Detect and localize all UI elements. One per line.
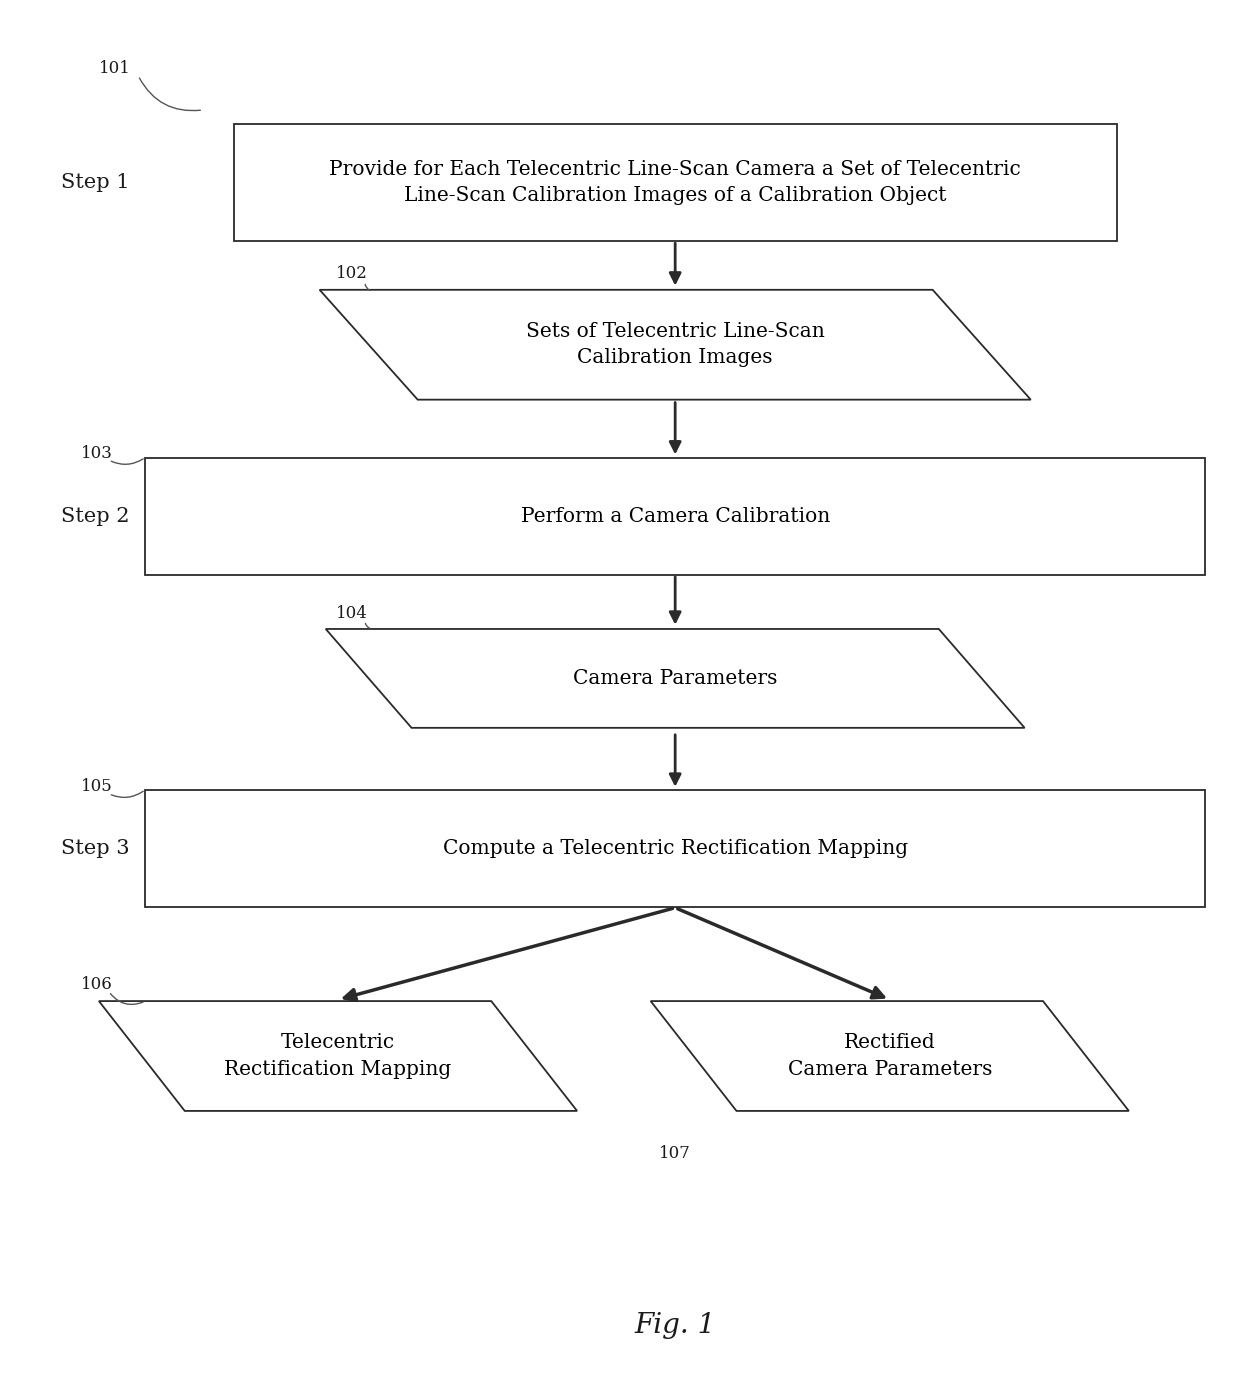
Bar bbox=[145, 458, 1205, 574]
Text: 106: 106 bbox=[81, 976, 113, 993]
Text: Step 1: Step 1 bbox=[61, 173, 129, 193]
Text: Provide for Each Telecentric Line-Scan Camera a Set of Telecentric
Line-Scan Cal: Provide for Each Telecentric Line-Scan C… bbox=[330, 160, 1021, 205]
Polygon shape bbox=[99, 1001, 577, 1111]
Text: 102: 102 bbox=[336, 265, 367, 282]
Text: Sets of Telecentric Line-Scan
Calibration Images: Sets of Telecentric Line-Scan Calibratio… bbox=[526, 322, 825, 368]
Polygon shape bbox=[320, 290, 1030, 399]
Bar bbox=[234, 125, 1116, 241]
Text: 101: 101 bbox=[99, 60, 130, 78]
Text: Fig. 1: Fig. 1 bbox=[635, 1312, 715, 1338]
Text: Perform a Camera Calibration: Perform a Camera Calibration bbox=[521, 506, 830, 526]
Text: 105: 105 bbox=[81, 778, 113, 795]
Text: 104: 104 bbox=[336, 605, 367, 623]
Text: Telecentric
Rectification Mapping: Telecentric Rectification Mapping bbox=[224, 1033, 451, 1079]
Text: Step 3: Step 3 bbox=[61, 839, 129, 859]
Text: 107: 107 bbox=[660, 1146, 691, 1162]
Polygon shape bbox=[651, 1001, 1128, 1111]
Text: Camera Parameters: Camera Parameters bbox=[573, 669, 777, 688]
Bar bbox=[145, 791, 1205, 907]
Text: Step 2: Step 2 bbox=[61, 506, 129, 526]
Polygon shape bbox=[326, 628, 1024, 728]
Text: Rectified
Camera Parameters: Rectified Camera Parameters bbox=[787, 1033, 992, 1079]
Text: 103: 103 bbox=[81, 445, 113, 462]
Text: Compute a Telecentric Rectification Mapping: Compute a Telecentric Rectification Mapp… bbox=[443, 839, 908, 859]
